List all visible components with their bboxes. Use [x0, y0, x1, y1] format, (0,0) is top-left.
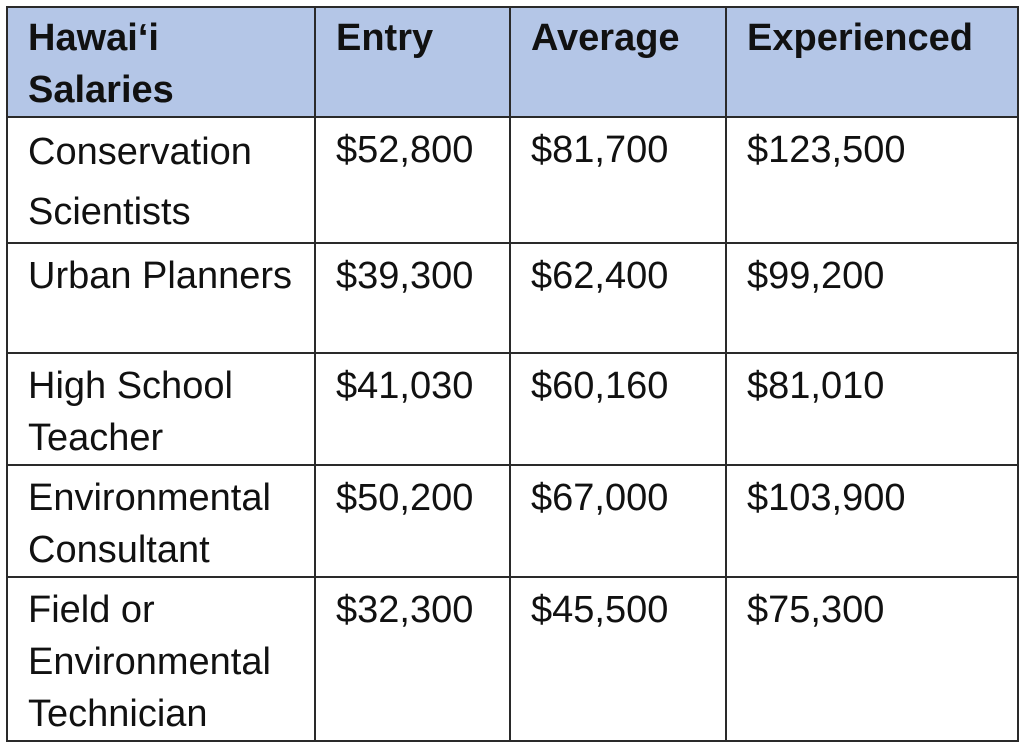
header-average: Average	[509, 6, 727, 118]
average-salary-cell: $81,700	[509, 116, 727, 244]
table-row: Environmental Consultant $50,200 $67,000…	[6, 464, 1019, 578]
experienced-salary-cell: $81,010	[725, 352, 1019, 466]
header-row: Hawai‘i Salaries Entry Average Experienc…	[6, 6, 1019, 118]
job-title-cell: Environmental Consultant	[6, 464, 316, 578]
average-salary-cell: $60,160	[509, 352, 727, 466]
table-row: Field or Environmental Technician $32,30…	[6, 576, 1019, 742]
average-salary-cell: $62,400	[509, 242, 727, 354]
salary-table: Hawai‘i Salaries Entry Average Experienc…	[6, 6, 1019, 742]
table-row: High School Teacher $41,030 $60,160 $81,…	[6, 352, 1019, 466]
average-salary-cell: $45,500	[509, 576, 727, 742]
entry-salary-cell: $41,030	[314, 352, 511, 466]
experienced-salary-cell: $123,500	[725, 116, 1019, 244]
entry-salary-cell: $39,300	[314, 242, 511, 354]
entry-salary-cell: $50,200	[314, 464, 511, 578]
header-experienced: Experienced	[725, 6, 1019, 118]
header-entry: Entry	[314, 6, 511, 118]
job-title-cell: Conservation Scientists	[6, 116, 316, 244]
job-title-cell: High School Teacher	[6, 352, 316, 466]
experienced-salary-cell: $75,300	[725, 576, 1019, 742]
average-salary-cell: $67,000	[509, 464, 727, 578]
table-row: Conservation Scientists $52,800 $81,700 …	[6, 116, 1019, 244]
experienced-salary-cell: $99,200	[725, 242, 1019, 354]
entry-salary-cell: $52,800	[314, 116, 511, 244]
table-row: Urban Planners $39,300 $62,400 $99,200	[6, 242, 1019, 354]
job-title-cell: Field or Environmental Technician	[6, 576, 316, 742]
job-title-cell: Urban Planners	[6, 242, 316, 354]
entry-salary-cell: $32,300	[314, 576, 511, 742]
header-location: Hawai‘i Salaries	[6, 6, 316, 118]
experienced-salary-cell: $103,900	[725, 464, 1019, 578]
